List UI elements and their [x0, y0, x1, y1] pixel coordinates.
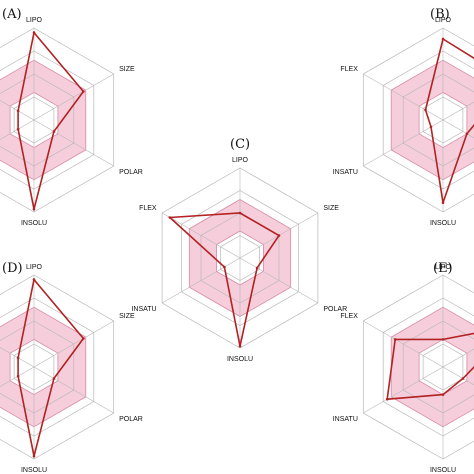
- axis-spoke-flex: [0, 347, 35, 368]
- axis-label-polar: POLAR: [323, 306, 347, 313]
- axis-spoke-polar: [442, 119, 474, 139]
- data-point-flex: [168, 216, 172, 219]
- axis-spoke-size: [33, 73, 114, 121]
- axis-label-lipo: LIPO: [232, 157, 249, 164]
- data-point-insatu: [385, 397, 389, 401]
- axis-spoke-size: [442, 101, 474, 121]
- axis-spoke-insatu: [161, 257, 241, 304]
- axis-spoke-flex: [161, 212, 241, 259]
- data-point-lipo: [32, 31, 36, 34]
- data-point-insatu: [223, 265, 226, 269]
- axis-label-lipo: LIPO: [435, 264, 452, 271]
- axis-spoke-polar: [442, 366, 474, 386]
- data-point-flex: [393, 338, 397, 341]
- data-point-lipo: [238, 211, 242, 215]
- axis-label-lipo: LIPO: [26, 264, 43, 271]
- axis-spoke-insatu: [363, 366, 444, 414]
- axis-label-insatu: INSATU: [333, 169, 358, 176]
- axis-label-lipo: LIPO: [435, 17, 452, 24]
- data-point-lipo: [441, 338, 445, 341]
- data-point-insolu: [441, 201, 445, 205]
- data-point-insatu: [429, 125, 433, 129]
- radar-panel-d: LIPO SIZE POLAR INSOLU (D): [0, 261, 143, 474]
- panel-label: (A): [2, 7, 22, 22]
- data-point-flex: [16, 109, 20, 113]
- axis-label-insatu: INSATU: [333, 416, 358, 423]
- axis-label-size: SIZE: [323, 205, 339, 212]
- axis-spoke-size: [33, 320, 114, 368]
- axis-label-insolu: INSOLU: [430, 467, 456, 474]
- axis-spoke-polar: [239, 257, 319, 304]
- axis-label-insatu: INSATU: [131, 306, 156, 313]
- panel-label: (E): [433, 261, 453, 276]
- axis-spoke-flex: [363, 73, 444, 121]
- axis-spoke-insatu: [0, 119, 35, 140]
- axis-label-size: SIZE: [119, 66, 135, 73]
- axis-spoke-insatu: [0, 366, 35, 387]
- data-point-insatu: [16, 127, 20, 131]
- radar-panel-c: LIPO SIZE POLAR INSOLU INSATU FLEX (C): [131, 137, 347, 363]
- grid-ring-4: [0, 274, 115, 460]
- axis-label-size: SIZE: [119, 313, 135, 320]
- axis-label-insolu: INSOLU: [430, 220, 456, 227]
- radar-panel-e: LIPO INSOLU INSATU FLEX (E): [333, 261, 474, 474]
- axis-label-insolu: INSOLU: [21, 220, 47, 227]
- data-point-polar: [52, 130, 56, 133]
- data-point-insolu: [32, 207, 36, 211]
- axis-label-lipo: LIPO: [26, 17, 43, 24]
- axis-spoke-flex: [363, 320, 444, 368]
- data-point-polar: [461, 377, 465, 380]
- axis-label-insolu: INSOLU: [21, 467, 47, 474]
- axis-label-flex: FLEX: [340, 313, 358, 320]
- grid-ring-4: [0, 27, 115, 213]
- optimal-range-band: [390, 306, 474, 428]
- data-point-insatu: [16, 374, 20, 378]
- data-point-polar: [52, 377, 56, 380]
- data-point-polar: [255, 266, 259, 270]
- data-point-flex: [424, 108, 427, 112]
- panel-label: (C): [230, 137, 250, 152]
- data-point-insolu: [238, 344, 242, 348]
- data-point-insolu: [441, 393, 445, 396]
- radar-panel-b: LIPO INSOLU INSATU FLEX (B): [333, 7, 474, 227]
- axis-spoke-insatu: [363, 119, 444, 167]
- axis-label-polar: POLAR: [119, 169, 143, 176]
- data-point-polar: [465, 132, 469, 136]
- data-point-insolu: [32, 454, 36, 458]
- axis-spoke-flex: [0, 100, 35, 121]
- axis-spoke-polar: [33, 366, 114, 414]
- data-point-flex: [16, 356, 20, 360]
- radar-panel-a: LIPO SIZE POLAR INSOLU (A): [0, 7, 143, 227]
- axis-spoke-polar: [33, 119, 114, 167]
- axis-label-flex: FLEX: [340, 66, 358, 73]
- axis-label-insolu: INSOLU: [227, 356, 253, 363]
- data-point-size: [277, 234, 281, 237]
- axis-label-flex: FLEX: [139, 205, 157, 212]
- axis-label-polar: POLAR: [119, 416, 143, 423]
- axis-spoke-size: [442, 348, 474, 368]
- data-point-lipo: [32, 278, 36, 281]
- panel-label: (B): [430, 7, 450, 22]
- panel-label: (D): [2, 261, 23, 276]
- data-point-size: [82, 337, 85, 340]
- data-point-lipo: [441, 37, 445, 41]
- data-point-size: [82, 90, 85, 93]
